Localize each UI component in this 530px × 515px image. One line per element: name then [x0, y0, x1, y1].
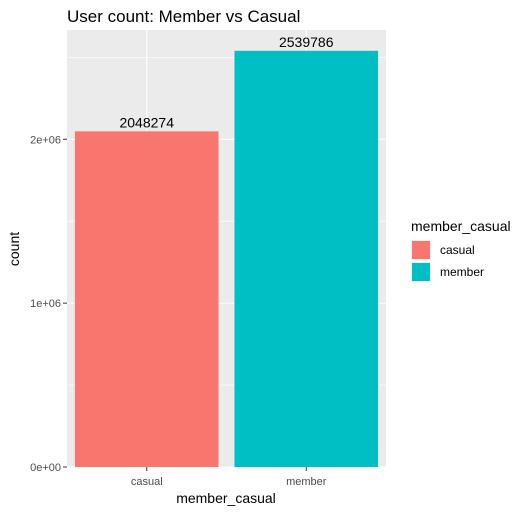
x-axis: casual member: [131, 467, 327, 488]
x-tick-label-casual: casual: [131, 476, 163, 488]
legend-label-casual: casual: [440, 243, 475, 257]
data-label-casual: 2048274: [119, 114, 174, 130]
y-tick-label: 0e+00: [30, 462, 61, 474]
legend-title: member_casual: [411, 218, 511, 234]
x-axis-title: member_casual: [176, 490, 276, 506]
bar-member: [234, 50, 379, 467]
y-axis: 0e+00 1e+06 2e+06: [30, 134, 67, 474]
x-tick-label-member: member: [286, 476, 327, 488]
y-tick-label: 1e+06: [30, 298, 61, 310]
legend-label-member: member: [440, 265, 484, 279]
legend-swatch-casual: [412, 241, 430, 259]
data-labels: 2048274 2539786: [119, 34, 333, 131]
bar-casual: [74, 131, 219, 468]
legend-swatch-member: [412, 263, 430, 281]
legend: member_casual casual member: [411, 218, 511, 282]
data-label-member: 2539786: [279, 34, 334, 50]
bars: [74, 50, 379, 468]
y-tick-label: 2e+06: [30, 134, 61, 146]
y-axis-title: count: [6, 232, 22, 266]
chart-title: User count: Member vs Casual: [67, 7, 300, 26]
